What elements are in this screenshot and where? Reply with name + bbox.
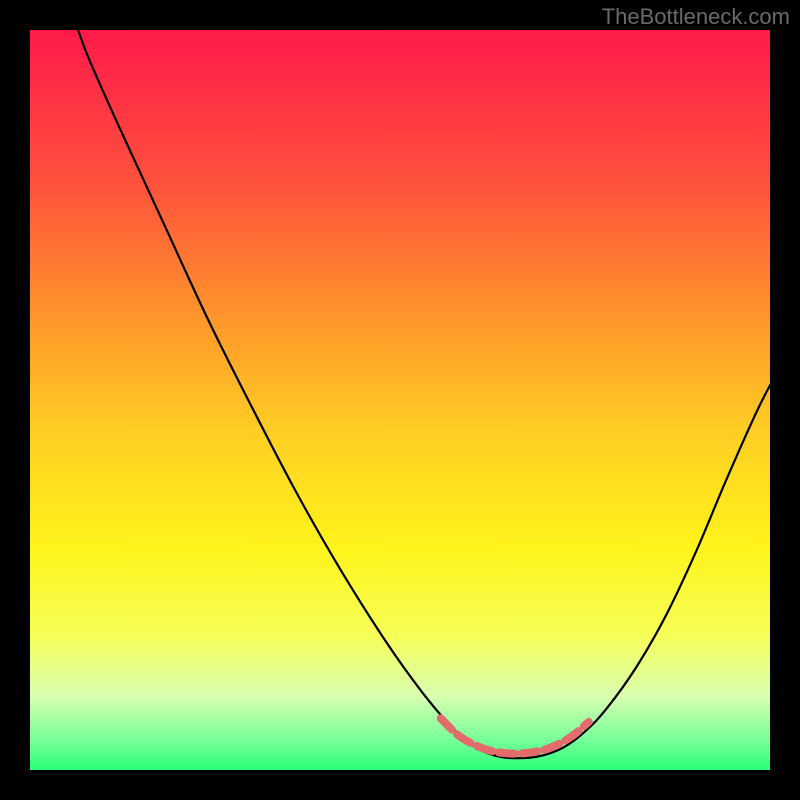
chart-container: TheBottleneck.com (0, 0, 800, 800)
bottleneck-chart (0, 0, 800, 800)
watermark-text: TheBottleneck.com (602, 4, 790, 30)
plot-background (30, 30, 770, 770)
